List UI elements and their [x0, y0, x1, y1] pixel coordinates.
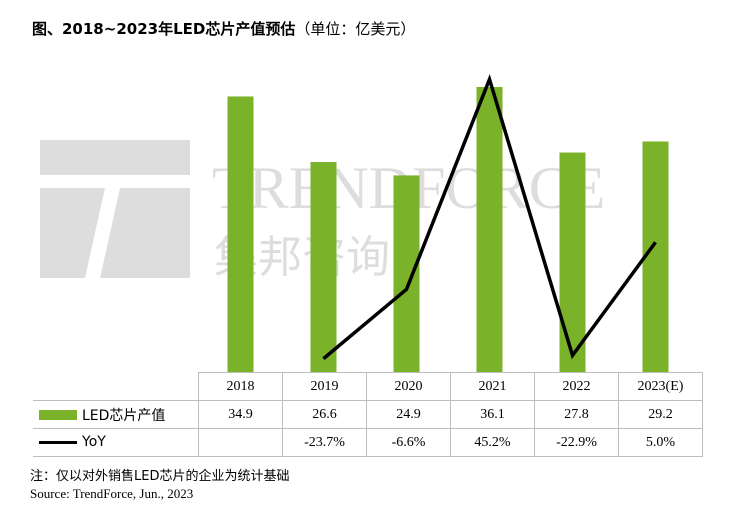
output-value: 27.8: [534, 400, 619, 429]
output-value: 26.6: [282, 400, 367, 429]
source-line: Source: TrendForce, Jun., 2023: [30, 486, 194, 501]
legend-output-label: LED芯片产值: [82, 407, 166, 424]
yoy-value: -22.9%: [534, 428, 619, 457]
table-row-output: LED芯片产值 34.9 26.6 24.9 36.1 27.8 29.2: [33, 400, 703, 429]
table-row-yoy: YoY -23.7% -6.6% 45.2% -22.9% 5.0%: [33, 428, 703, 457]
bar-2021: [476, 87, 503, 372]
output-value: 36.1: [450, 400, 535, 429]
category-label: 2019: [282, 372, 367, 401]
bars-layer: [227, 87, 669, 372]
watermark-logo-right: [100, 188, 190, 278]
legend-yoy: YoY: [33, 428, 199, 457]
watermark-logo-left: [40, 188, 105, 278]
yoy-line-layer: [322, 73, 657, 360]
legend-yoy-label: YoY: [82, 434, 106, 451]
yoy-value: -6.6%: [366, 428, 451, 457]
category-label: 2023(E): [618, 372, 703, 401]
yoy-line: [322, 73, 657, 360]
yoy-value: [198, 428, 283, 457]
title-text: 图、2018~2023年LED芯片产值预估: [32, 20, 296, 38]
table-corner: [33, 372, 199, 401]
bar-2020: [393, 175, 420, 372]
legend-output: LED芯片产值: [33, 400, 199, 429]
output-value: 29.2: [618, 400, 703, 429]
yoy-value: 45.2%: [450, 428, 535, 457]
table-header-row: 2018 2019 2020 2021 2022 2023(E): [33, 372, 703, 401]
bar-2019: [310, 162, 337, 372]
legend-line-swatch: [39, 440, 77, 444]
bar-2022: [559, 152, 586, 372]
chart-title: 图、2018~2023年LED芯片产值预估（单位：亿美元）: [32, 18, 415, 39]
unit-text: （单位：亿美元）: [295, 20, 416, 38]
output-value: 34.9: [198, 400, 283, 429]
category-label: 2022: [534, 372, 619, 401]
yoy-value: -23.7%: [282, 428, 367, 457]
output-value: 24.9: [366, 400, 451, 429]
category-label: 2020: [366, 372, 451, 401]
watermark-logo-top: [40, 140, 190, 175]
footnote: 注：仅以对外销售LED芯片的企业为统计基础: [30, 469, 290, 484]
legend-bar-swatch: [39, 409, 77, 420]
category-label: 2018: [198, 372, 283, 401]
yoy-value: 5.0%: [618, 428, 703, 457]
bar-2018: [227, 96, 254, 372]
data-table: 2018 2019 2020 2021 2022 2023(E) LED芯片产值…: [33, 372, 703, 457]
category-label: 2021: [450, 372, 535, 401]
